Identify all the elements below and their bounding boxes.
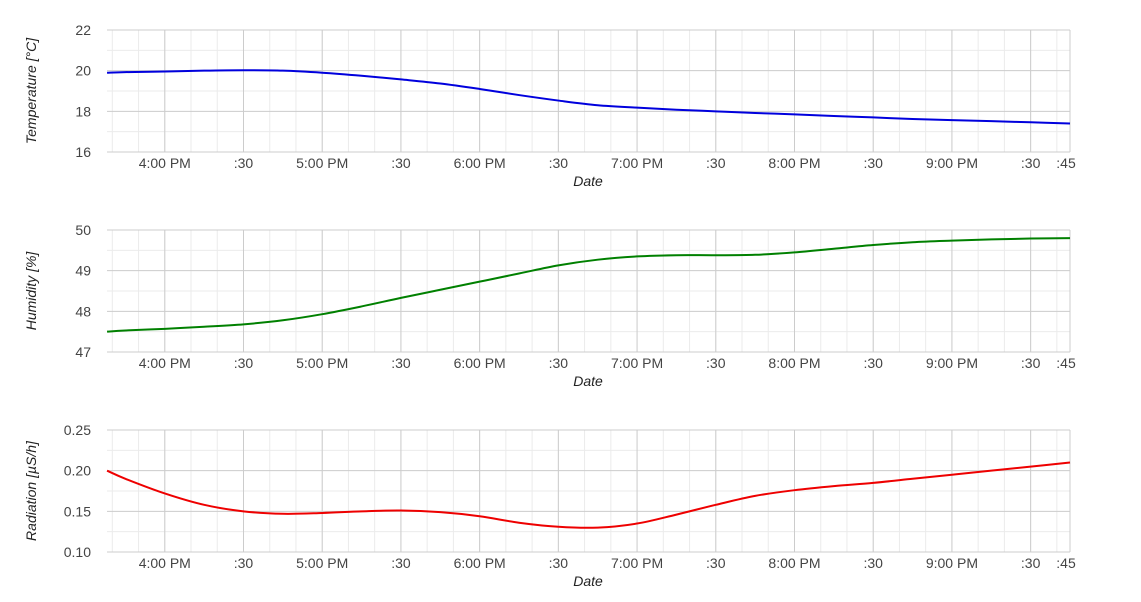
temperature-y-tick-label: 16: [75, 144, 91, 160]
humidity-y-tick-label: 48: [75, 303, 91, 319]
radiation-line: [106, 461, 1071, 529]
radiation-x-axis-title: Date: [573, 573, 603, 589]
humidity-y-tick-label: 47: [75, 344, 91, 360]
humidity-x-tick-label: 4:00 PM: [139, 355, 191, 371]
radiation-x-tick-label: :45: [1056, 555, 1076, 571]
temperature-y-tick-label: 20: [75, 63, 91, 79]
radiation-y-tick-label: 0.25: [64, 422, 91, 438]
radiation-y-ticks: 0.10 0.15 0.20 0.25: [64, 422, 91, 560]
temperature-x-tick-label: :30: [391, 155, 411, 171]
temperature-x-tick-label: 8:00 PM: [768, 155, 820, 171]
temperature-chart: 16 18 20 22 4:00 PM :30 5:00 PM :30 6:00 PM :30 7…: [23, 22, 1076, 189]
radiation-y-axis-title: Radiation [µS/h]: [23, 440, 39, 541]
temperature-x-tick-label: :30: [863, 155, 883, 171]
radiation-x-tick-label: 7:00 PM: [611, 555, 663, 571]
temperature-x-tick-label: 9:00 PM: [926, 155, 978, 171]
temperature-x-tick-label: 7:00 PM: [611, 155, 663, 171]
humidity-y-axis-title: Humidity [%]: [23, 251, 39, 331]
radiation-y-tick-label: 0.15: [64, 503, 91, 519]
temperature-y-tick-label: 18: [75, 103, 91, 119]
humidity-x-tick-label: 8:00 PM: [768, 355, 820, 371]
temperature-y-axis-title: Temperature [°C]: [23, 37, 39, 144]
humidity-x-tick-label: :30: [1021, 355, 1041, 371]
temperature-x-ticks: 4:00 PM :30 5:00 PM :30 6:00 PM :30 7:00 PM :30…: [139, 155, 1076, 171]
radiation-x-tick-label: 8:00 PM: [768, 555, 820, 571]
humidity-x-tick-label: 6:00 PM: [454, 355, 506, 371]
temperature-x-tick-label: :30: [549, 155, 569, 171]
radiation-x-tick-label: 9:00 PM: [926, 555, 978, 571]
radiation-x-tick-label: :30: [1021, 555, 1041, 571]
humidity-x-tick-label: :30: [391, 355, 411, 371]
temperature-y-tick-label: 22: [75, 22, 91, 38]
humidity-x-ticks: 4:00 PM :30 5:00 PM :30 6:00 PM :30 7:00 PM :30…: [139, 355, 1076, 371]
humidity-line: [106, 237, 1071, 333]
humidity-x-tick-label: :30: [706, 355, 726, 371]
humidity-x-tick-label: :45: [1056, 355, 1076, 371]
radiation-grid: [107, 429, 1071, 553]
temperature-x-tick-label: :30: [1021, 155, 1041, 171]
temperature-x-tick-label: :30: [234, 155, 254, 171]
radiation-x-tick-label: 5:00 PM: [296, 555, 348, 571]
humidity-x-tick-label: 5:00 PM: [296, 355, 348, 371]
radiation-y-tick-label: 0.20: [64, 463, 91, 479]
humidity-y-ticks: 47 48 49 50: [75, 222, 91, 360]
temperature-x-tick-label: :45: [1056, 155, 1076, 171]
temperature-line: [107, 69, 1071, 125]
radiation-x-tick-label: 4:00 PM: [139, 555, 191, 571]
temperature-grid: [107, 29, 1071, 153]
radiation-x-tick-label: :30: [863, 555, 883, 571]
radiation-x-tick-label: :30: [549, 555, 569, 571]
temperature-x-tick-label: 6:00 PM: [454, 155, 506, 171]
humidity-grid: [107, 229, 1071, 353]
humidity-x-tick-label: 9:00 PM: [926, 355, 978, 371]
radiation-y-tick-label: 0.10: [64, 544, 91, 560]
humidity-x-tick-label: :30: [549, 355, 569, 371]
radiation-x-tick-label: 6:00 PM: [454, 555, 506, 571]
temperature-x-axis-title: Date: [573, 173, 603, 189]
humidity-y-tick-label: 50: [75, 222, 91, 238]
humidity-x-tick-label: :30: [234, 355, 254, 371]
radiation-x-ticks: 4:00 PM :30 5:00 PM :30 6:00 PM :30 7:00 PM :30…: [139, 555, 1076, 571]
humidity-chart: 47 48 49 50 4:00 PM :30 5:00 PM :30 6:00 PM :30 7…: [23, 222, 1076, 389]
temperature-x-tick-label: 4:00 PM: [139, 155, 191, 171]
humidity-x-tick-label: 7:00 PM: [611, 355, 663, 371]
temperature-x-tick-label: :30: [706, 155, 726, 171]
humidity-x-tick-label: :30: [863, 355, 883, 371]
temperature-y-ticks: 16 18 20 22: [75, 22, 91, 160]
radiation-chart: 0.10 0.15 0.20 0.25 4:00 PM :30 5:00 PM :30 6:0…: [23, 422, 1076, 589]
humidity-y-tick-label: 49: [75, 263, 91, 279]
radiation-x-tick-label: :30: [706, 555, 726, 571]
humidity-x-axis-title: Date: [573, 373, 603, 389]
radiation-x-tick-label: :30: [391, 555, 411, 571]
temperature-x-tick-label: 5:00 PM: [296, 155, 348, 171]
radiation-x-tick-label: :30: [234, 555, 254, 571]
